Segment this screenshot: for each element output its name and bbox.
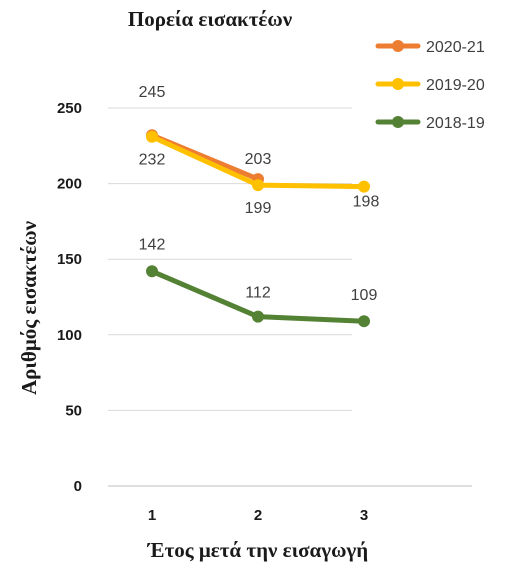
y-axis-title: Αριθμός εισακτέων <box>17 220 41 395</box>
axes: 0 50 100 150 200 250 1 2 3 <box>57 100 472 524</box>
x-tick-label: 3 <box>360 507 368 524</box>
data-label: 142 <box>139 236 166 253</box>
y-tick-label: 250 <box>57 100 82 117</box>
data-label: 112 <box>245 285 271 302</box>
data-point <box>252 310 264 323</box>
legend-swatch-marker <box>392 116 404 128</box>
data-label: 245 <box>139 84 166 101</box>
x-tick-label: 1 <box>148 507 156 524</box>
y-tick-label: 150 <box>57 251 82 268</box>
legend-label: 2020-21 <box>426 39 485 56</box>
data-label: 232 <box>139 152 166 169</box>
data-label: 203 <box>245 151 272 168</box>
data-point <box>252 179 264 192</box>
x-axis-title: Έτος μετά την εισαγωγή <box>147 538 368 562</box>
data-label: 198 <box>353 194 380 211</box>
chart-title: Πορεία εισακτέων <box>128 7 293 31</box>
legend: 2020-21 2019-20 2018-19 <box>375 39 485 132</box>
data-point <box>358 315 370 328</box>
data-point <box>146 130 158 143</box>
series <box>146 129 370 328</box>
y-tick-label: 50 <box>65 402 82 419</box>
y-tick-label: 100 <box>57 327 82 344</box>
data-point <box>146 265 158 278</box>
legend-swatch-marker <box>392 40 404 52</box>
legend-label: 2018-19 <box>426 115 485 132</box>
data-label: 199 <box>245 200 272 217</box>
x-tick-label: 2 <box>254 507 262 524</box>
data-label: 109 <box>351 287 378 304</box>
data-labels: 142 112 109 245 203 232 199 198 <box>139 84 380 304</box>
data-point <box>358 180 370 193</box>
y-tick-label: 200 <box>57 176 82 193</box>
legend-swatch-marker <box>392 78 404 90</box>
legend-label: 2019-20 <box>426 77 485 94</box>
y-tick-label: 0 <box>74 478 82 495</box>
